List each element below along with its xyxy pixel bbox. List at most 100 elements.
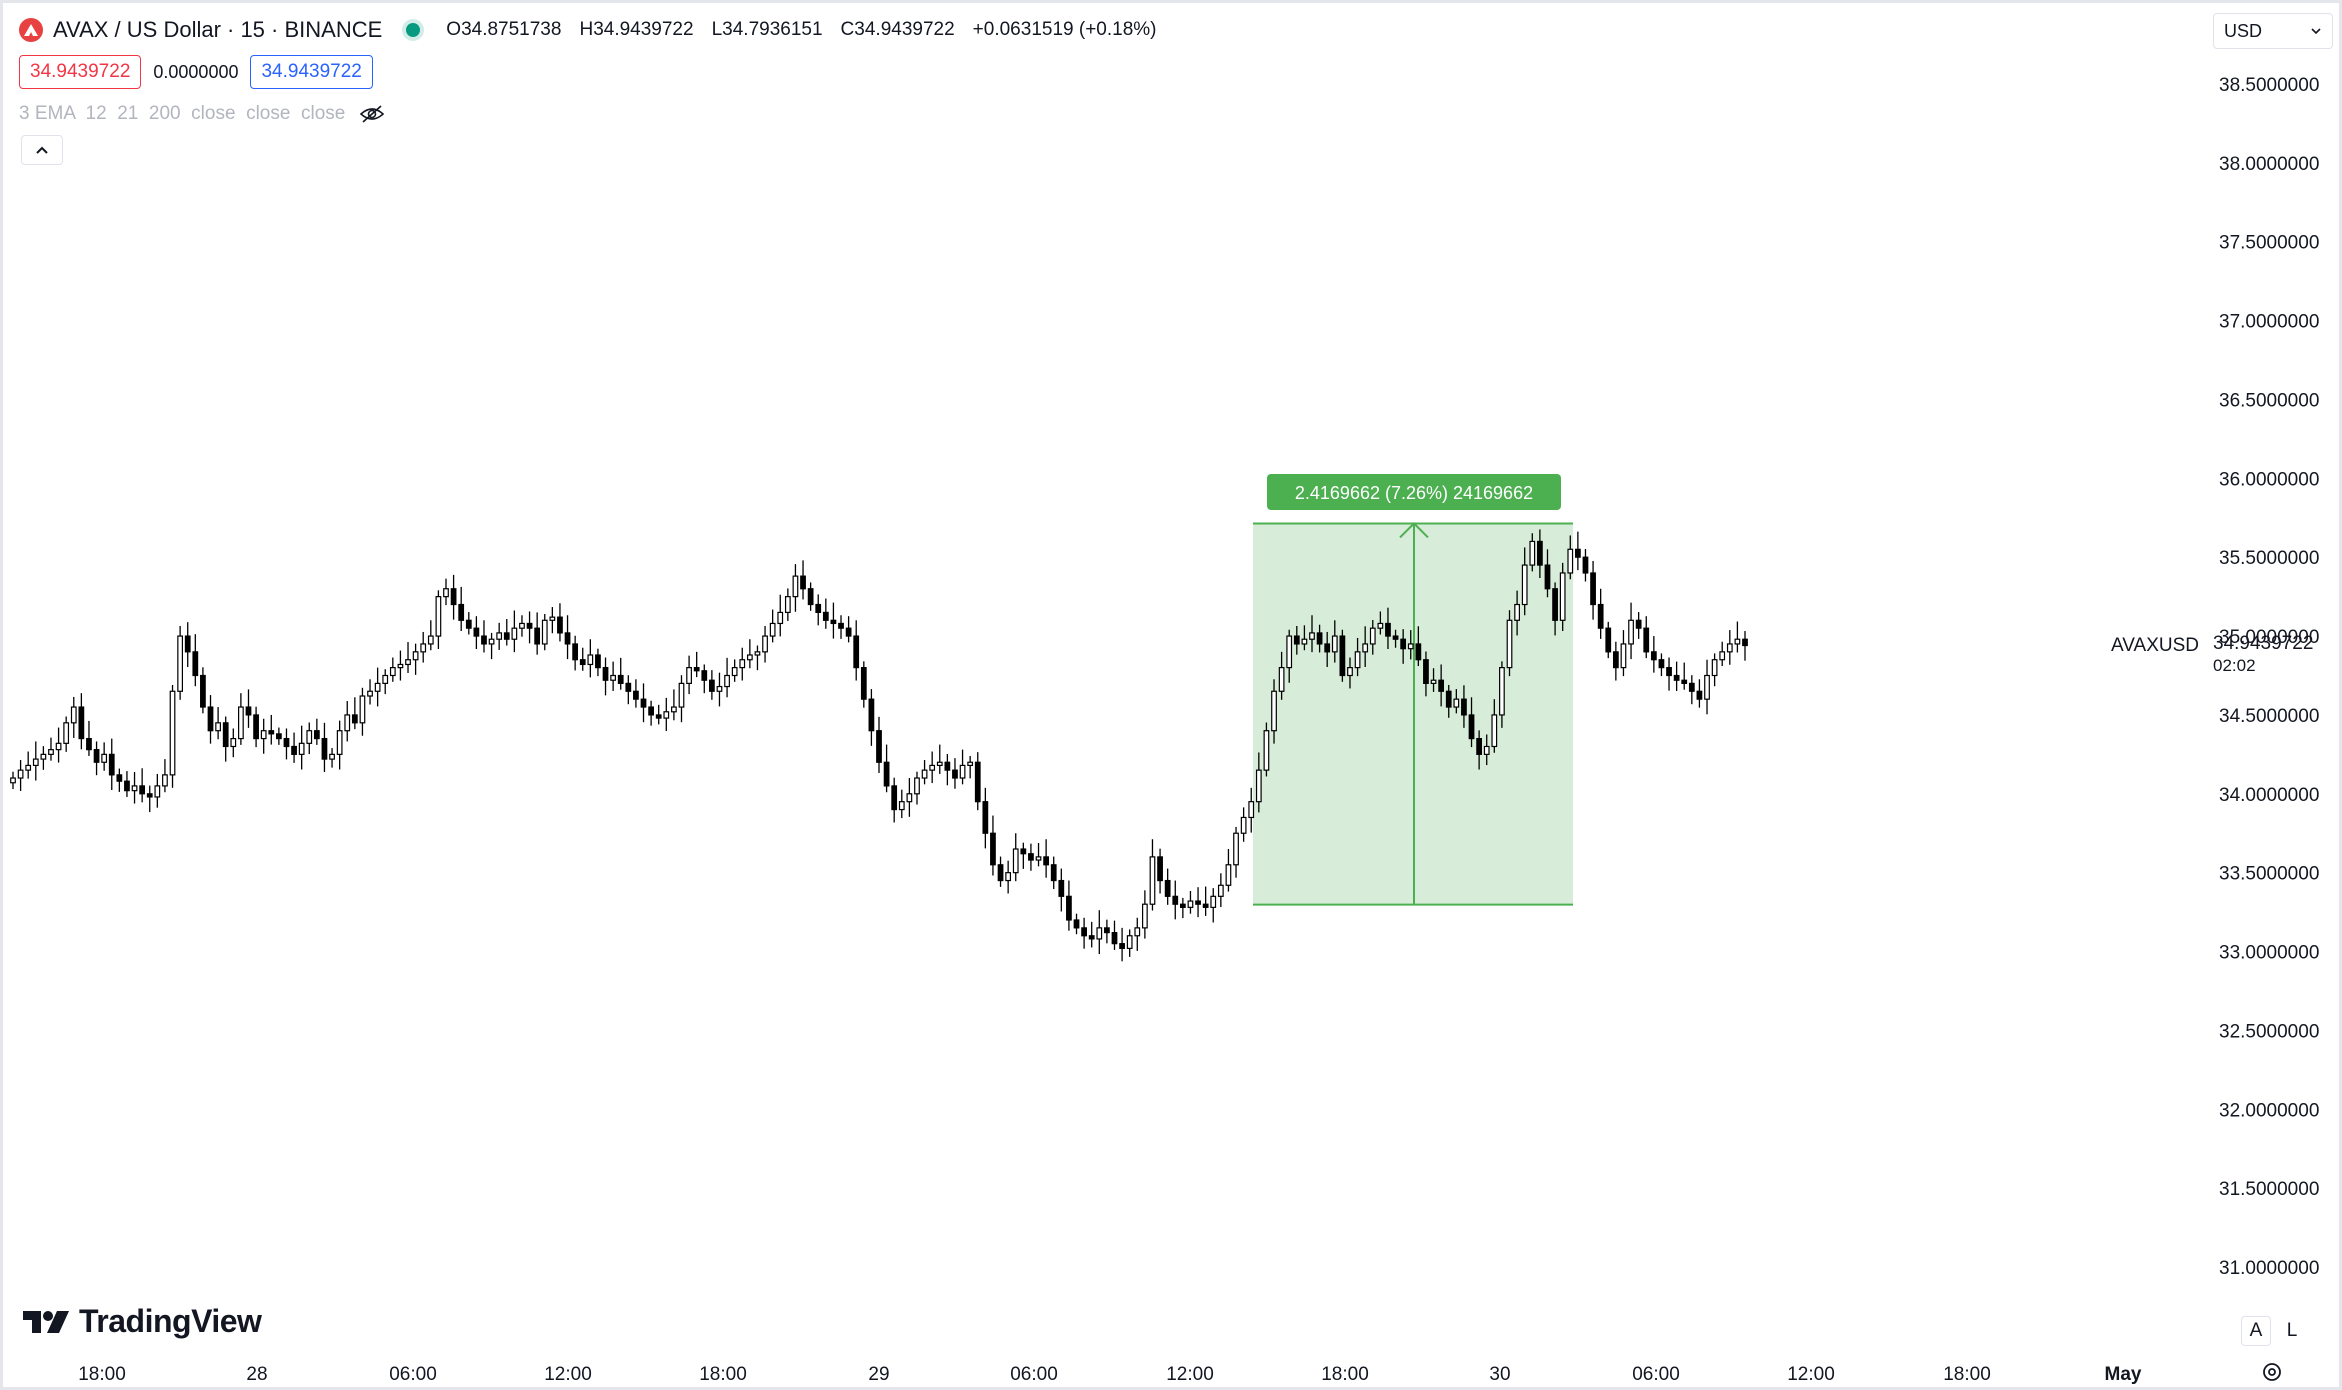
currency-select[interactable]: USD: [2213, 13, 2333, 49]
candle: [1597, 588, 1604, 639]
candle-body: [420, 643, 427, 653]
candle-body: [1453, 698, 1460, 708]
candle: [1240, 807, 1247, 842]
candle: [427, 620, 434, 651]
symbol-title[interactable]: AVAX / US Dollar · 15 · BINANCE: [53, 17, 383, 42]
sell-price-button[interactable]: 34.9439722: [19, 55, 142, 89]
candle-body: [93, 749, 100, 763]
tradingview-logo[interactable]: TradingView: [23, 1303, 262, 1340]
candle: [633, 679, 639, 708]
candle-body: [1111, 932, 1118, 945]
candle: [557, 603, 563, 642]
candle: [990, 815, 996, 876]
price-tick-label: 37.0000000: [2219, 312, 2319, 333]
candle: [86, 720, 92, 756]
candle: [724, 657, 730, 698]
time-axis[interactable]: 18:00 28 06:00 12:00 18:00 29 06:00 12:00 18:00 3…: [78, 1364, 2142, 1385]
price-tick-label: 34.0000000: [2219, 785, 2319, 806]
candle-body: [921, 769, 928, 779]
price-tick-label: 35.5000000: [2219, 548, 2319, 569]
candle: [739, 647, 746, 681]
candle-body: [1347, 667, 1353, 677]
candle-body: [1066, 895, 1072, 921]
price-axis[interactable]: 38.5000000 38.0000000 37.5000000 37.0000000…: [2219, 75, 2319, 1279]
gear-icon[interactable]: [2259, 1359, 2285, 1385]
market-status-dot[interactable]: [406, 23, 421, 37]
candle-body: [154, 785, 161, 798]
candle: [617, 657, 624, 690]
candle: [238, 693, 244, 745]
measure-tool-layer[interactable]: 2.4169662 (7.26%) 24169662: [1253, 474, 1573, 906]
indicator-legend[interactable]: 3 EMA 12 21 200 close close close: [19, 103, 385, 125]
candle-body: [108, 753, 115, 776]
candle-body: [503, 632, 510, 640]
candle: [1407, 630, 1414, 660]
buy-price-button[interactable]: 34.9439722: [250, 55, 373, 89]
candle: [1506, 610, 1513, 677]
candle: [1362, 626, 1369, 667]
candle-body: [1537, 540, 1543, 566]
bar-countdown: 02:02: [2213, 656, 2256, 675]
candle-body: [1324, 643, 1331, 653]
candle-body: [32, 758, 39, 767]
collapse-legend-button[interactable]: [21, 135, 63, 165]
candle-body: [1202, 903, 1209, 908]
candle-body: [40, 753, 47, 760]
auto-scale-button[interactable]: A: [2241, 1316, 2271, 1346]
candle: [1233, 826, 1239, 878]
candle: [587, 639, 594, 678]
candle: [1286, 629, 1293, 683]
candle: [321, 722, 328, 773]
candle: [686, 655, 692, 695]
candle: [1696, 679, 1703, 708]
candle: [336, 720, 343, 770]
ohlc-open: O34.8751738: [446, 19, 562, 40]
candle: [868, 689, 875, 746]
candle-body: [663, 711, 670, 719]
candle-body: [1392, 635, 1399, 640]
candle: [450, 574, 457, 620]
ohlc-close: C34.9439722: [840, 19, 955, 40]
candle: [1620, 630, 1627, 677]
candle-body: [1385, 622, 1391, 637]
candle-body: [906, 793, 913, 803]
candle: [253, 706, 259, 748]
indicator-label[interactable]: 3 EMA 12 21 200 close close close: [19, 103, 346, 124]
candle: [1658, 653, 1665, 677]
candle-body: [1445, 690, 1452, 708]
candle: [374, 667, 381, 707]
candle-body: [131, 785, 138, 792]
candle-body: [526, 622, 533, 629]
candle: [701, 664, 708, 694]
candle-body: [230, 737, 237, 748]
candle: [215, 707, 221, 740]
eye-hidden-icon[interactable]: [359, 105, 385, 123]
candle-body: [686, 667, 692, 684]
candle: [458, 586, 465, 632]
candle: [1096, 910, 1103, 955]
price-tick-label: 38.5000000: [2219, 75, 2319, 96]
candle: [1149, 839, 1156, 911]
candle-body: [1271, 690, 1277, 732]
time-tick-label: 18:00: [1321, 1364, 1369, 1385]
candle: [154, 773, 161, 808]
candle-body: [1673, 674, 1680, 681]
log-scale-button[interactable]: L: [2286, 1320, 2298, 1341]
candle-body: [124, 780, 130, 792]
candle: [25, 751, 32, 779]
candle: [1225, 849, 1232, 892]
candle: [139, 768, 146, 803]
candle: [982, 787, 989, 849]
candle: [1088, 921, 1095, 948]
candle-body: [1248, 801, 1255, 819]
candle: [1316, 624, 1323, 653]
candle-body: [389, 667, 396, 677]
candle-body: [1195, 900, 1201, 905]
candle: [944, 754, 951, 786]
candle: [32, 741, 39, 781]
candle-body: [1742, 638, 1748, 647]
candle: [549, 607, 556, 634]
chart-canvas[interactable]: 2.4169662 (7.26%) 24169662 38.500000038.…: [3, 3, 2342, 1390]
candle-body: [86, 737, 92, 751]
candle-body: [1134, 927, 1141, 937]
